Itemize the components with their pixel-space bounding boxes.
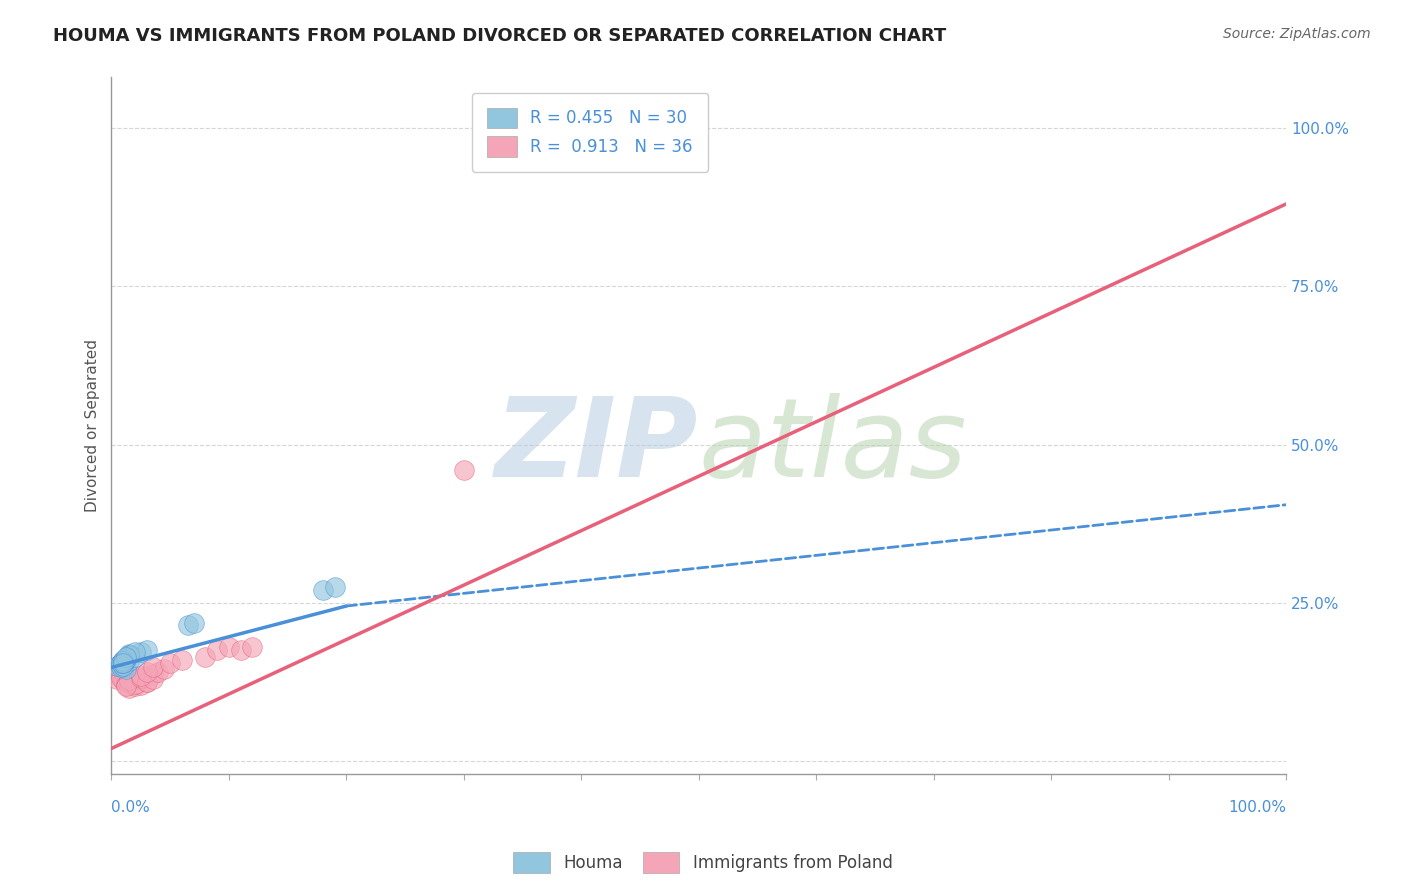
Point <box>124 680 146 694</box>
Point <box>112 659 135 673</box>
Point <box>135 668 157 682</box>
Text: atlas: atlas <box>699 393 967 500</box>
Text: HOUMA VS IMMIGRANTS FROM POLAND DIVORCED OR SEPARATED CORRELATION CHART: HOUMA VS IMMIGRANTS FROM POLAND DIVORCED… <box>53 27 946 45</box>
Point <box>135 643 157 657</box>
Point <box>129 672 152 686</box>
Point <box>118 648 141 662</box>
Point <box>135 665 157 680</box>
Point <box>312 583 335 598</box>
Point <box>177 618 200 632</box>
Point <box>240 640 263 655</box>
Point <box>118 666 141 681</box>
Point <box>194 649 217 664</box>
Point <box>205 643 228 657</box>
Point <box>112 656 135 670</box>
Point <box>114 675 136 690</box>
Point <box>112 656 135 670</box>
Point <box>118 681 141 696</box>
Point <box>114 662 136 676</box>
Point <box>118 647 141 661</box>
Point <box>112 654 135 668</box>
Point <box>105 659 128 673</box>
Point <box>453 463 475 477</box>
Point <box>124 645 146 659</box>
Point <box>118 673 141 687</box>
Point <box>118 654 141 668</box>
Point <box>129 645 152 659</box>
Point <box>153 662 176 676</box>
Point <box>170 653 193 667</box>
Point <box>129 678 152 692</box>
Point <box>112 660 135 674</box>
Point <box>114 653 136 667</box>
Text: ZIP: ZIP <box>495 393 699 500</box>
Point <box>112 653 135 667</box>
Point <box>183 616 205 631</box>
Point <box>129 671 152 685</box>
Point <box>114 680 136 694</box>
Point <box>229 643 252 657</box>
Point <box>141 666 163 681</box>
Point <box>141 660 163 674</box>
Point <box>124 649 146 664</box>
Point <box>112 665 135 680</box>
Point <box>105 672 128 686</box>
Point <box>110 656 132 670</box>
Point <box>135 675 157 690</box>
Point <box>112 656 135 670</box>
Point <box>114 649 136 664</box>
Point <box>124 677 146 691</box>
Point <box>218 640 240 655</box>
Text: Source: ZipAtlas.com: Source: ZipAtlas.com <box>1223 27 1371 41</box>
Legend: R = 0.455   N = 30, R =  0.913   N = 36: R = 0.455 N = 30, R = 0.913 N = 36 <box>472 93 709 172</box>
Point <box>129 668 152 682</box>
Point <box>110 668 132 682</box>
Point <box>118 648 141 662</box>
Point <box>148 665 170 680</box>
Point <box>118 675 141 690</box>
Text: 0.0%: 0.0% <box>111 800 150 815</box>
Point <box>159 656 181 670</box>
Point <box>114 678 136 692</box>
Point <box>110 671 132 685</box>
Point <box>110 656 132 670</box>
Text: 100.0%: 100.0% <box>1227 800 1286 815</box>
Point <box>114 651 136 665</box>
Point <box>112 654 135 668</box>
Point <box>110 660 132 674</box>
Point <box>114 651 136 665</box>
Point <box>323 580 346 594</box>
Point <box>112 673 135 687</box>
Point <box>124 673 146 687</box>
Legend: Houma, Immigrants from Poland: Houma, Immigrants from Poland <box>506 846 900 880</box>
Y-axis label: Divorced or Separated: Divorced or Separated <box>86 339 100 512</box>
Point <box>135 675 157 690</box>
Point <box>110 657 132 672</box>
Point <box>141 672 163 686</box>
